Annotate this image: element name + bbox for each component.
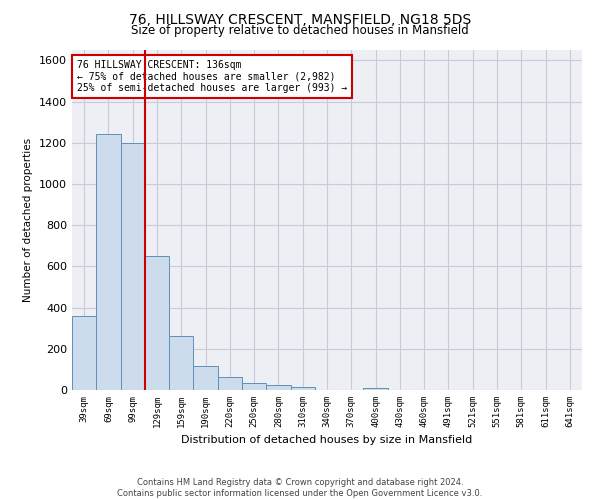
Text: Size of property relative to detached houses in Mansfield: Size of property relative to detached ho… xyxy=(131,24,469,37)
Y-axis label: Number of detached properties: Number of detached properties xyxy=(23,138,34,302)
X-axis label: Distribution of detached houses by size in Mansfield: Distribution of detached houses by size … xyxy=(181,436,473,446)
Bar xyxy=(72,316,96,390)
Bar xyxy=(193,366,218,390)
Bar xyxy=(266,385,290,390)
Bar xyxy=(96,134,121,390)
Bar xyxy=(290,387,315,390)
Bar xyxy=(121,142,145,390)
Bar xyxy=(145,256,169,390)
Bar xyxy=(364,388,388,390)
Bar xyxy=(218,376,242,390)
Text: 76, HILLSWAY CRESCENT, MANSFIELD, NG18 5DS: 76, HILLSWAY CRESCENT, MANSFIELD, NG18 5… xyxy=(129,12,471,26)
Text: Contains HM Land Registry data © Crown copyright and database right 2024.
Contai: Contains HM Land Registry data © Crown c… xyxy=(118,478,482,498)
Text: 76 HILLSWAY CRESCENT: 136sqm
← 75% of detached houses are smaller (2,982)
25% of: 76 HILLSWAY CRESCENT: 136sqm ← 75% of de… xyxy=(77,60,347,94)
Bar xyxy=(169,336,193,390)
Bar xyxy=(242,383,266,390)
